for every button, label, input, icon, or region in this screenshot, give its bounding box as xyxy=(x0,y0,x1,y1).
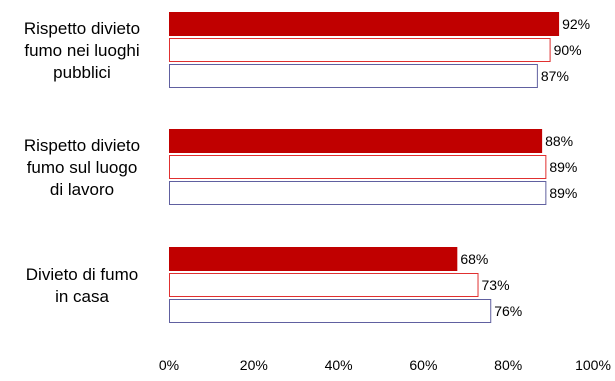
data-label-s3-c1: 87% xyxy=(541,68,569,84)
bar-s1-c1 xyxy=(169,12,560,36)
bar-s3-c3 xyxy=(169,299,492,323)
data-label-s1-c3: 68% xyxy=(460,251,488,267)
data-label-s2-c1: 90% xyxy=(554,42,582,58)
data-label-s1-c1: 92% xyxy=(562,16,590,32)
category-label-line: Rispetto divieto xyxy=(24,19,140,38)
category-label-1: Rispetto divieto fumo nei luoghi pubblici xyxy=(24,19,140,82)
x-tick-label: 20% xyxy=(240,357,268,373)
category-label-line: fumo nei luoghi xyxy=(24,41,139,60)
category-label-2: Rispetto divieto fumo sul luogo di lavoro xyxy=(24,136,140,199)
category-label-line: in casa xyxy=(55,287,109,306)
category-label-3: Divieto di fumo in casa xyxy=(26,265,138,306)
category-label-line: Divieto di fumo xyxy=(26,265,138,284)
data-label-s2-c2: 89% xyxy=(549,159,577,175)
category-label-line: fumo sul luogo xyxy=(27,158,138,177)
bar-s1-c3 xyxy=(169,247,458,271)
x-tick-label: 100% xyxy=(575,357,611,373)
x-tick-label: 80% xyxy=(494,357,522,373)
data-label-s3-c2: 89% xyxy=(549,185,577,201)
bar-s2-c2 xyxy=(169,155,547,179)
x-tick-label: 0% xyxy=(159,357,179,373)
bar-s3-c2 xyxy=(169,181,547,205)
bar-s1-c2 xyxy=(169,129,543,153)
data-label-s1-c2: 88% xyxy=(545,133,573,149)
category-label-line: pubblici xyxy=(53,63,111,82)
bar-s2-c1 xyxy=(169,38,551,62)
data-label-s3-c3: 76% xyxy=(494,303,522,319)
x-tick-label: 60% xyxy=(409,357,437,373)
category-label-line: Rispetto divieto xyxy=(24,136,140,155)
bar-s2-c3 xyxy=(169,273,479,297)
data-label-s2-c3: 73% xyxy=(482,277,510,293)
x-tick-label: 40% xyxy=(325,357,353,373)
bar-s3-c1 xyxy=(169,64,538,88)
category-label-line: di lavoro xyxy=(50,180,114,199)
